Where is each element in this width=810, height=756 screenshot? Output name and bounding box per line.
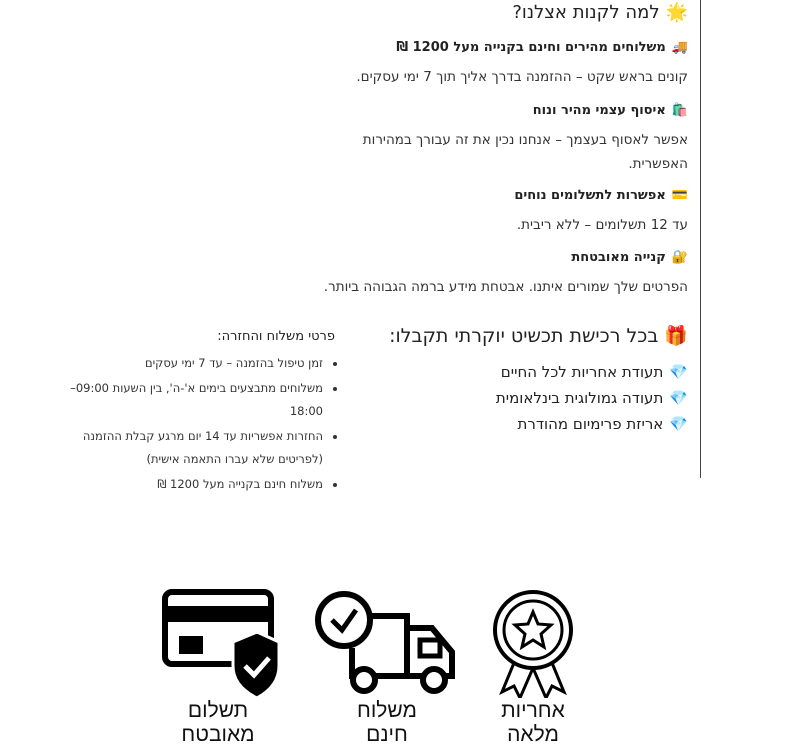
feature-text: אפשר לאסוף בעצמך – אנחנו נכין את זה עבור…	[362, 132, 688, 172]
feature-heading-text: איסוף עצמי מהיר ונוח	[532, 103, 666, 118]
shipping-item: החזרות אפשריות עד 14 יום מרגע קבלת ההזמנ…	[45, 425, 323, 471]
feature-text: קונים בראש שקט – ההזמנה בדרך אליך תוך 7 …	[356, 69, 688, 85]
shipping-title: פרטי משלוח והחזרה:	[217, 329, 335, 344]
truck-emoji-icon: 🚚	[671, 40, 688, 55]
shipping-details: פרטי משלוח והחזרה: זמן טיפול בהזמנה – עד…	[45, 329, 345, 498]
feature-text: הפרטים שלך שמורים איתנו. אבטחת מידע ברמה…	[323, 279, 688, 295]
feature-heading-payments: 💳 אפשרות לתשלומים נוחים	[514, 188, 688, 203]
feature-heading-text: משלוחים מהירים וחינם בקנייה מעל 1200 ₪	[396, 40, 666, 55]
gift-title: 🎁בכל רכישת תכשיט יוקרתי תקבלו:	[389, 324, 688, 347]
delivery-truck-clock-icon	[315, 591, 455, 694]
badge-label: משלוח	[357, 699, 417, 722]
shipping-item: משלוח חינם בקנייה מעל 1200 ₪	[45, 473, 323, 496]
sun-icon: 🌟	[665, 2, 688, 23]
shipping-item: משלוחים מתבצעים בימים א'-ה', בין השעות 0…	[45, 377, 323, 423]
column-divider	[700, 0, 701, 478]
feature-heading-secure: 🔐 קנייה מאובטחת	[571, 250, 688, 265]
feature-heading-shipping: 🚚 משלוחים מהירים וחינם בקנייה מעל 1200 ₪	[396, 40, 688, 55]
diamond-icon: 💎	[669, 415, 688, 433]
why-buy-title: 🌟למה לקנות אצלנו?	[512, 2, 688, 23]
gift-item: 💎 תעודת אחריות לכל החיים	[501, 363, 688, 381]
badge-label: מאובטח	[181, 723, 255, 746]
award-medal-icon	[493, 590, 573, 698]
gift-title-text: בכל רכישת תכשיט יוקרתי תקבלו:	[389, 325, 659, 347]
feature-heading-pickup: 🛍️ איסוף עצמי מהיר ונוח	[533, 103, 688, 118]
badge-label: חינם	[366, 723, 408, 746]
shopping-bag-icon: 🛍️	[671, 103, 688, 118]
badge-free-shipping: משלוח חינם	[312, 588, 462, 746]
badge-full-warranty: אחריות מלאה	[458, 588, 608, 746]
diamond-icon: 💎	[669, 363, 688, 381]
shipping-item: זמן טיפול בהזמנה – עד 7 ימי עסקים	[45, 352, 323, 375]
badge-label: תשלום	[187, 699, 249, 722]
credit-card-shield-icon	[161, 589, 280, 698]
gift-item: 💎 תעודה גמולוגית בינלאומית	[496, 389, 688, 407]
credit-card-emoji-icon: 💳	[671, 188, 688, 203]
lock-icon: 🔐	[671, 250, 688, 265]
badge-label: אחריות	[501, 699, 565, 722]
badge-secure-payment: תשלום מאובטח	[143, 588, 293, 746]
gift-item-text: אריזת פרימיום מהודרת	[517, 415, 664, 433]
feature-text: עד 12 תשלומים – ללא ריבית.	[516, 217, 688, 233]
diamond-icon: 💎	[669, 389, 688, 407]
gift-item-text: תעודה גמולוגית בינלאומית	[495, 389, 664, 407]
why-title-text: למה לקנות אצלנו?	[512, 2, 660, 23]
gift-icon: 🎁	[664, 325, 688, 347]
shipping-list: זמן טיפול בהזמנה – עד 7 ימי עסקים משלוחי…	[45, 352, 345, 496]
feature-heading-text: אפשרות לתשלומים נוחים	[514, 188, 666, 203]
badge-label: מלאה	[507, 723, 559, 746]
gift-item-text: תעודת אחריות לכל החיים	[500, 363, 664, 381]
feature-heading-text: קנייה מאובטחת	[571, 250, 666, 265]
gift-item: 💎 אריזת פרימיום מהודרת	[518, 415, 688, 433]
